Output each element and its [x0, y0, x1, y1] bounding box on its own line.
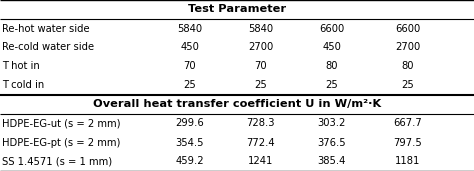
Text: HDPE-EG-ut (s = 2 mm): HDPE-EG-ut (s = 2 mm): [2, 119, 121, 128]
Text: 772.4: 772.4: [246, 137, 275, 148]
Text: 797.5: 797.5: [393, 137, 422, 148]
Text: 1181: 1181: [395, 156, 420, 167]
Text: 25: 25: [401, 81, 414, 90]
Text: 2700: 2700: [248, 43, 273, 52]
Text: 667.7: 667.7: [393, 119, 422, 128]
Text: 450: 450: [180, 43, 199, 52]
Text: 354.5: 354.5: [175, 137, 204, 148]
Text: 459.2: 459.2: [175, 156, 204, 167]
Text: 299.6: 299.6: [175, 119, 204, 128]
Text: 385.4: 385.4: [318, 156, 346, 167]
Text: 25: 25: [255, 81, 267, 90]
Text: 80: 80: [401, 62, 414, 71]
Text: Re-hot water side: Re-hot water side: [2, 23, 90, 34]
Text: Overall heat transfer coefficient U in W/m²·K: Overall heat transfer coefficient U in W…: [93, 100, 381, 109]
Text: T cold in: T cold in: [2, 81, 45, 90]
Text: SS 1.4571 (s = 1 mm): SS 1.4571 (s = 1 mm): [2, 156, 112, 167]
Text: Re-cold water side: Re-cold water side: [2, 43, 94, 52]
Text: Test Parameter: Test Parameter: [188, 4, 286, 15]
Text: 1241: 1241: [248, 156, 273, 167]
Text: 70: 70: [255, 62, 267, 71]
Text: 5840: 5840: [177, 23, 202, 34]
Text: 70: 70: [183, 62, 196, 71]
Text: 80: 80: [326, 62, 338, 71]
Text: 6600: 6600: [319, 23, 345, 34]
Text: HDPE-EG-pt (s = 2 mm): HDPE-EG-pt (s = 2 mm): [2, 137, 121, 148]
Text: T hot in: T hot in: [2, 62, 40, 71]
Text: 728.3: 728.3: [246, 119, 275, 128]
Text: 5840: 5840: [248, 23, 273, 34]
Text: 450: 450: [322, 43, 341, 52]
Text: 303.2: 303.2: [318, 119, 346, 128]
Text: 6600: 6600: [395, 23, 420, 34]
Text: 25: 25: [183, 81, 196, 90]
Text: 25: 25: [326, 81, 338, 90]
Text: 2700: 2700: [395, 43, 420, 52]
Text: 376.5: 376.5: [318, 137, 346, 148]
